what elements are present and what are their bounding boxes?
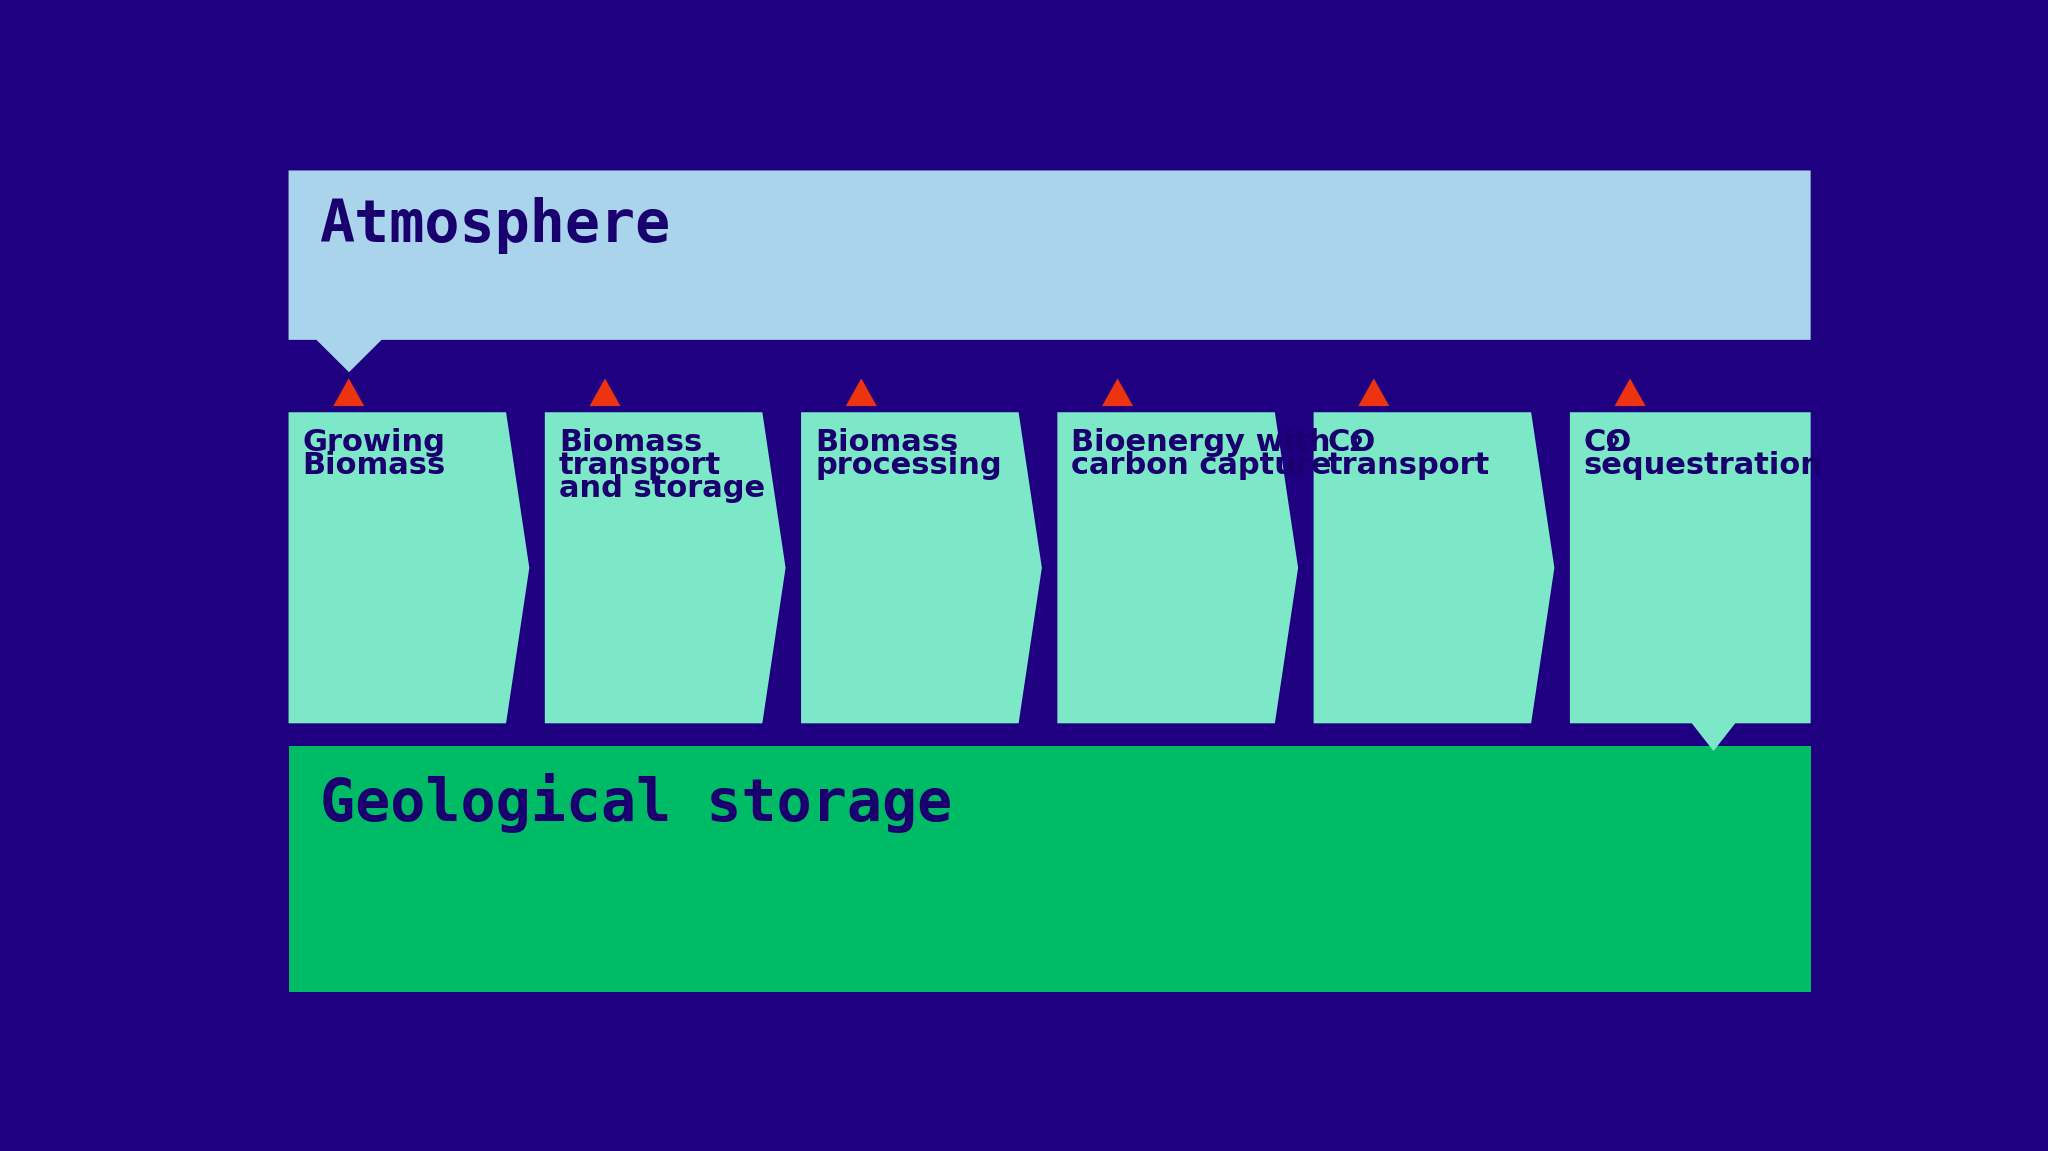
Polygon shape [1571, 412, 1810, 752]
Polygon shape [289, 170, 1810, 372]
Polygon shape [801, 412, 1042, 723]
Text: Growing: Growing [303, 428, 444, 457]
Text: transport: transport [1327, 451, 1489, 480]
Text: 2: 2 [1606, 435, 1620, 456]
Text: carbon capture: carbon capture [1071, 451, 1331, 480]
Polygon shape [590, 379, 621, 406]
Text: and storage: and storage [559, 474, 764, 503]
Text: Biomass: Biomass [559, 428, 702, 457]
Text: Geological storage: Geological storage [319, 773, 952, 833]
Polygon shape [1358, 379, 1389, 406]
Polygon shape [1102, 379, 1133, 406]
Text: Biomass: Biomass [815, 428, 958, 457]
Polygon shape [1313, 412, 1554, 723]
Text: 2: 2 [1350, 435, 1364, 456]
Polygon shape [289, 412, 528, 723]
Text: sequestration: sequestration [1583, 451, 1823, 480]
Bar [289, 746, 1810, 992]
Polygon shape [334, 379, 365, 406]
Text: CO: CO [1583, 428, 1632, 457]
Polygon shape [1057, 412, 1298, 723]
Text: Atmosphere: Atmosphere [319, 198, 672, 254]
Text: processing: processing [815, 451, 1001, 480]
Polygon shape [545, 412, 786, 723]
Text: transport: transport [559, 451, 721, 480]
Polygon shape [846, 379, 877, 406]
Text: CO: CO [1327, 428, 1376, 457]
Text: Bioenergy with: Bioenergy with [1071, 428, 1331, 457]
Polygon shape [1614, 379, 1647, 406]
Text: Biomass: Biomass [303, 451, 446, 480]
